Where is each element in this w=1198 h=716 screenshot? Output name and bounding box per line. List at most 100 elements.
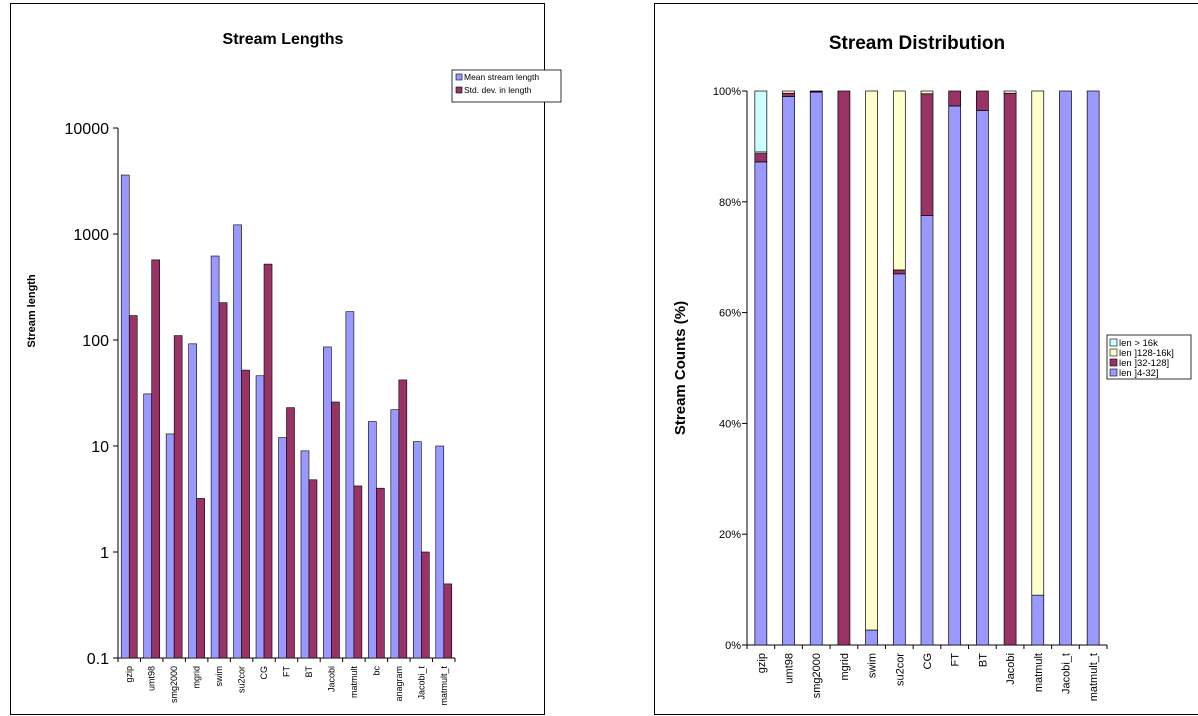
x-tick-label: mgrid [839, 653, 851, 681]
bar-std-dev-in-length-cg [263, 263, 273, 659]
chart-title: Stream Lengths [223, 31, 344, 48]
bar-segment-len-4-32-su2cor [892, 273, 906, 646]
bar-mean-stream-length-umt98 [143, 393, 152, 659]
y-tick-label: 1 [100, 545, 109, 562]
bar-mean-stream-length-smg2000 [165, 433, 175, 659]
bar-std-dev-in-length-umt98 [151, 259, 160, 659]
bar-mean-stream-length-bt [300, 450, 310, 659]
y-tick-label: 0% [725, 640, 741, 652]
legend-swatch [1109, 348, 1118, 357]
x-tick-label: umt98 [147, 666, 157, 691]
legend-swatch [1109, 338, 1118, 347]
bar-segment-len-4-32-bt [976, 110, 989, 646]
bar-mean-stream-length-mgrid [188, 343, 197, 659]
x-tick-label: matmult [349, 666, 359, 699]
y-tick-label: 1000 [73, 227, 109, 244]
bar-segment-len-4-32-ft [948, 105, 962, 646]
x-tick-label: anagram [394, 666, 404, 702]
bar-segment-len-128-16k-cg [920, 90, 934, 95]
bar-segment-len-32-128-bt [976, 90, 989, 111]
x-tick-label: Jacobi [1005, 653, 1017, 685]
x-tick-label: gzip [756, 653, 768, 673]
bar-mean-stream-length-bc [368, 421, 377, 659]
bar-std-dev-in-length-matmult-t [443, 583, 453, 659]
bar-mean-stream-length-matmult-t [435, 445, 445, 659]
y-tick-label: 40% [719, 418, 741, 430]
bar-segment-len-32-128-mgrid [837, 90, 851, 646]
bar-std-dev-in-length-jacobi [331, 401, 340, 659]
bar-segment-len-4-32-swim [865, 629, 878, 646]
bar-mean-stream-length-matmult [345, 311, 355, 659]
legend-swatch [1109, 358, 1118, 367]
x-tick-label: matmult [1033, 653, 1045, 692]
bar-segment-len-4-32-matmult [1031, 594, 1045, 646]
bar-segment-len-32-128-su2cor [892, 269, 906, 275]
bar-std-dev-in-length-ft [286, 407, 295, 659]
x-tick-label: CG [259, 666, 269, 680]
bar-segment-len-4-32-gzip [754, 161, 768, 646]
bar-std-dev-in-length-anagram [398, 379, 408, 659]
y-tick-label: 20% [719, 529, 741, 541]
bar-segment-len-4-32-matmult-t [1086, 90, 1100, 646]
x-tick-label: umt98 [784, 653, 796, 684]
x-tick-label: matmult_t [439, 666, 449, 706]
x-tick-label: CG [922, 653, 934, 670]
bar-segment-len-4-32-smg2000 [809, 91, 823, 646]
x-tick-label: mgrid [192, 666, 202, 689]
legend-label: len ]32-128] [1119, 358, 1169, 369]
bar-segment-len-32-128-jacobi [1003, 92, 1017, 646]
legend-swatch [455, 73, 463, 81]
x-tick-label: smg2000 [169, 666, 179, 703]
bar-segment-len-32-128-gzip [754, 153, 768, 163]
legend-label: len ]4-32] [1119, 368, 1159, 379]
bar-segment-len-128-16k-su2cor [892, 90, 906, 271]
bar-segment-len-32-128-ft [948, 90, 962, 107]
bar-std-dev-in-length-smg2000 [173, 335, 183, 659]
bar-std-dev-in-length-bt [308, 479, 318, 659]
x-tick-label: smg2000 [811, 653, 823, 698]
bar-mean-stream-length-gzip [120, 174, 130, 659]
bar-segment-len-128-16k-umt98 [782, 90, 795, 94]
bar-segment-len-16k-gzip [754, 90, 768, 153]
chart-title: Stream Distribution [829, 33, 1005, 54]
x-tick-label: bc [371, 666, 381, 676]
x-tick-label: swim [214, 666, 224, 687]
legend-label: Mean stream length [464, 72, 539, 82]
y-tick-label: 10 [91, 439, 109, 456]
bar-mean-stream-length-anagram [390, 409, 400, 659]
x-tick-label: Jacobi_t [416, 666, 426, 700]
bar-mean-stream-length-su2cor [233, 224, 242, 659]
bar-std-dev-in-length-bc [376, 487, 385, 659]
x-tick-label: su2cor [894, 653, 906, 686]
bar-std-dev-in-length-swim [218, 302, 228, 659]
bar-mean-stream-length-jacobi-t [412, 441, 422, 659]
bar-segment-len-4-32-cg [920, 215, 934, 646]
bar-mean-stream-length-cg [255, 375, 265, 659]
x-tick-label: FT [950, 653, 962, 667]
x-tick-label: BT [304, 666, 314, 678]
stream-distribution-chart: Stream Distribution Stream Counts (%) 0% 20… [672, 33, 1192, 701]
bar-segment-len-4-32-umt98 [782, 96, 795, 646]
x-tick-label: Jacobi [326, 666, 336, 692]
x-tick-label: swim [867, 653, 879, 678]
legend-label: len ]128-16k] [1119, 348, 1174, 359]
stream-lengths-chart-panel: Stream Lengths Stream length 0.1 1 10 100 1000… [10, 3, 562, 715]
bar-mean-stream-length-jacobi [323, 346, 332, 659]
legend-label: len > 16k [1119, 338, 1158, 349]
x-tick-label: BT [977, 653, 989, 667]
y-axis-label: Stream length [26, 274, 38, 348]
bar-mean-stream-length-ft [278, 437, 287, 659]
y-tick-label: 0.1 [87, 651, 109, 668]
bar-segment-len-128-16k-jacobi [1003, 90, 1017, 94]
bar-std-dev-in-length-matmult [353, 485, 363, 659]
bar-segment-len-32-128-cg [920, 93, 934, 216]
legend-box [451, 69, 562, 103]
bar-std-dev-in-length-mgrid [196, 498, 205, 659]
stream-distribution-chart-panel: Stream Distribution Stream Counts (%) 0% 20… [654, 3, 1198, 715]
y-tick-label: 60% [719, 308, 741, 320]
x-tick-label: Jacobi_t [1060, 653, 1072, 694]
bar-mean-stream-length-swim [210, 255, 220, 659]
legend-box [1106, 334, 1192, 380]
legend-swatch [455, 86, 463, 94]
